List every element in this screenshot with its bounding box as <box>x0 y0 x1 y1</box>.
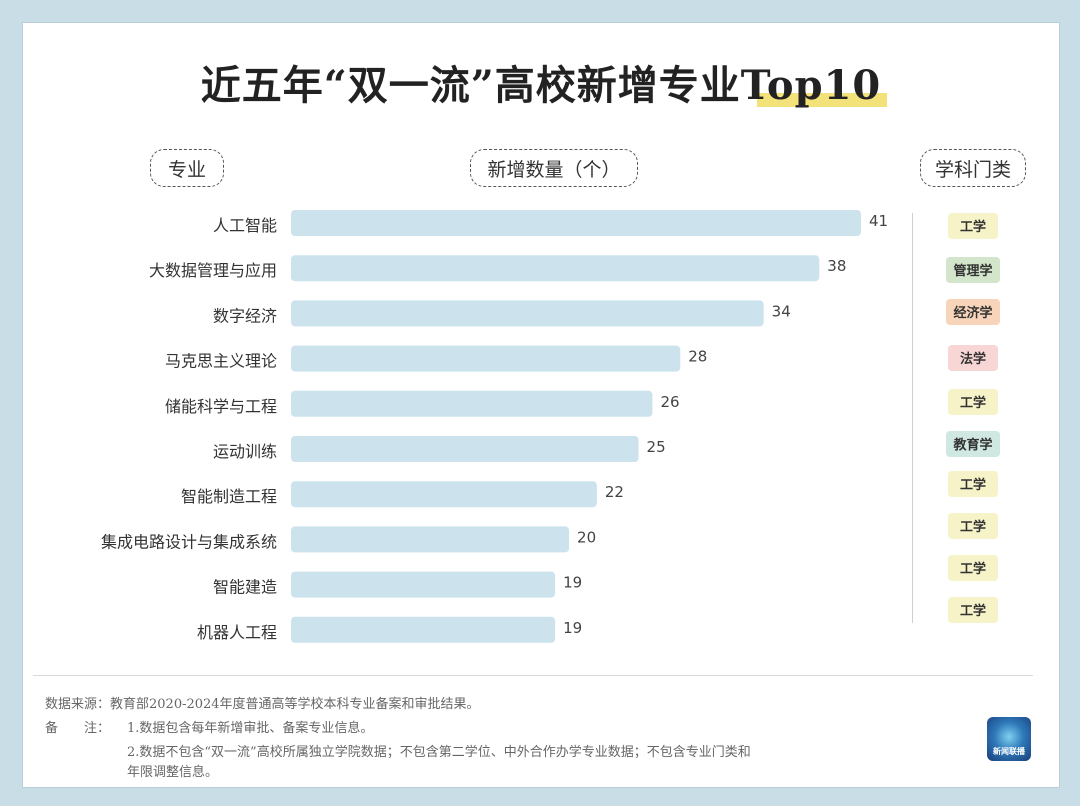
chart-title-text: 近五年“双一流”高校新增专业Top10 <box>200 62 882 109</box>
discipline-badge <box>948 597 998 623</box>
category-label: 机器人工程 <box>197 623 277 642</box>
note-2: 2.数据不包含“双一流”高校所属独立学院数据；不包含第二学位、中外合作办学专业数… <box>127 745 751 760</box>
chart-title: 近五年“双一流”高校新增专业Top10 <box>200 53 888 111</box>
category-label: 大数据管理与应用 <box>149 261 277 280</box>
category-label: 运动训练 <box>213 442 277 461</box>
category-divider <box>912 213 913 623</box>
discipline-badge <box>948 471 998 497</box>
note-label: 备 注： <box>45 721 111 736</box>
bar <box>291 300 764 327</box>
source-note: 数据来源：教育部2020-2024年度普通高等学校本科专业备案和审批结果。 <box>45 697 480 712</box>
bar <box>291 210 861 236</box>
value-label: 38 <box>827 257 846 275</box>
news-logo-icon: 新闻联播 <box>987 717 1031 761</box>
category-label: 储能科学与工程 <box>165 397 277 416</box>
discipline-badge <box>946 299 1000 325</box>
bar <box>291 481 597 508</box>
bar <box>291 345 681 372</box>
column-header-category: 学科门类 <box>920 149 1026 187</box>
discipline-badge <box>948 555 998 581</box>
value-label: 19 <box>563 574 582 592</box>
value-label: 34 <box>772 302 791 320</box>
category-label: 马克思主义理论 <box>165 352 277 371</box>
value-label: 19 <box>563 619 582 637</box>
category-label: 智能制造工程 <box>181 487 277 506</box>
category-label: 数字经济 <box>213 306 277 325</box>
bar <box>291 526 570 553</box>
value-label: 26 <box>660 393 679 411</box>
title-wrap: 近五年“双一流”高校新增专业Top10 <box>23 53 1059 111</box>
discipline-badge <box>948 213 998 239</box>
bar <box>291 616 556 643</box>
bar <box>291 571 556 598</box>
discipline-badge <box>946 257 1000 283</box>
logo-text: 新闻联播 <box>993 747 1025 756</box>
discipline-badge <box>948 345 998 371</box>
chart-card: 近五年“双一流”高校新增专业Top10 专业 新增数量（个） 学科门类 人工智能… <box>22 22 1060 788</box>
bar <box>291 255 820 282</box>
footer-divider <box>33 675 1033 676</box>
value-label: 41 <box>869 212 888 230</box>
discipline-label: 工学 <box>960 477 986 493</box>
bar <box>291 436 639 462</box>
discipline-label: 管理学 <box>953 263 992 279</box>
discipline-label: 法学 <box>960 351 986 367</box>
discipline-badge <box>948 389 998 415</box>
discipline-label: 工学 <box>960 219 986 235</box>
value-label: 22 <box>605 483 624 501</box>
column-header-major: 专业 <box>150 149 224 187</box>
category-label: 人工智能 <box>213 216 277 235</box>
category-label: 智能建造 <box>213 578 277 597</box>
discipline-badge <box>948 513 998 539</box>
value-label: 25 <box>647 438 666 456</box>
discipline-label: 经济学 <box>953 305 992 321</box>
value-label: 20 <box>577 528 596 546</box>
discipline-label: 工学 <box>960 561 986 577</box>
discipline-label: 工学 <box>960 395 986 411</box>
category-label: 集成电路设计与集成系统 <box>101 532 277 551</box>
discipline-label: 工学 <box>960 603 986 619</box>
note-3: 年限调整信息。 <box>127 765 219 780</box>
discipline-label: 工学 <box>960 519 986 535</box>
title-highlight <box>757 93 888 107</box>
bar <box>291 390 653 417</box>
value-label: 28 <box>688 348 707 366</box>
discipline-badge <box>946 431 1000 457</box>
discipline-label: 教育学 <box>952 437 992 453</box>
column-header-count: 新增数量（个） <box>470 149 638 187</box>
note-1: 1.数据包含每年新增审批、备案专业信息。 <box>127 721 374 736</box>
